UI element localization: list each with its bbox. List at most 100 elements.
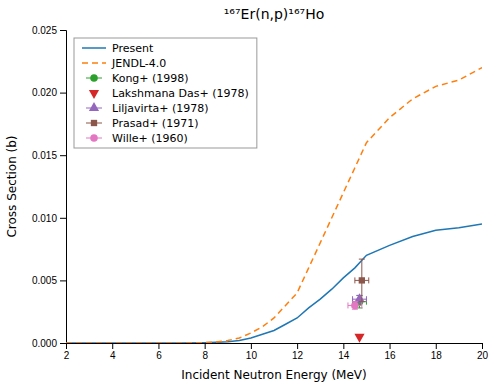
- marks: [66, 68, 482, 343]
- legend-item: Prasad+ (1971): [86, 117, 198, 130]
- legend-swatch: [89, 90, 99, 99]
- legend-box: [74, 38, 257, 148]
- x-tick: 12: [292, 343, 304, 361]
- x-tick: 18: [431, 343, 443, 361]
- legend-item: Wille+ (1960): [86, 132, 188, 145]
- y-tick: 0.010: [32, 213, 66, 224]
- y-tick: 0.005: [32, 275, 66, 286]
- line: [66, 224, 482, 343]
- legend-item: Liljavirta+ (1978): [86, 102, 208, 115]
- x-tick-label: 10: [246, 350, 258, 361]
- x-error-bar: [355, 277, 369, 283]
- legend-item: Kong+ (1998): [86, 72, 189, 85]
- y-tick: 0.020: [32, 87, 66, 98]
- y-tick: 0.025: [32, 25, 66, 36]
- y-tick-mark: [60, 343, 66, 344]
- plot-area: 2 4 6 8 10 12 14 16 18 20 0.000 0.005 0.010 0.015 0.02…: [32, 25, 489, 361]
- series: [355, 259, 369, 302]
- y-tick-label: 0.015: [32, 150, 57, 161]
- line: [66, 68, 482, 343]
- x-tick: 16: [384, 343, 396, 361]
- series: [353, 293, 367, 303]
- title: ¹⁶⁷Er(n,p)¹⁶⁷Ho: [224, 6, 325, 22]
- x-tick-mark: [158, 343, 159, 349]
- y-tick-label: 0.005: [32, 275, 57, 286]
- error-cap: [359, 301, 365, 302]
- x-tick-mark: [297, 343, 298, 349]
- legend-label: Liljavirta+ (1978): [112, 102, 208, 115]
- x-tick-label: 18: [431, 350, 443, 361]
- y-tick-label: 0.010: [32, 213, 57, 224]
- x-tick-mark: [482, 343, 483, 349]
- x-tick-label: 8: [202, 350, 208, 361]
- x-axis-title: Incident Neutron Energy (MeV): [181, 368, 366, 382]
- series: [66, 68, 482, 343]
- x-tick-label: 6: [156, 350, 162, 361]
- x-tick-mark: [112, 343, 113, 349]
- legend: Present JENDL-4.0 Kong+ (1998) Lakshmana Da…: [74, 38, 257, 148]
- x-tick-label: 12: [292, 350, 304, 361]
- error-cap: [354, 277, 355, 283]
- legend-label: Wille+ (1960): [112, 132, 188, 145]
- y-tick-mark: [60, 280, 66, 281]
- y-tick-mark: [60, 218, 66, 219]
- y-tick-label: 0.000: [32, 338, 57, 349]
- legend-item: Lakshmana Das+ (1978): [86, 87, 249, 100]
- legend-swatch: [91, 120, 97, 126]
- x-tick: 20: [477, 343, 489, 361]
- x-axis: 2 4 6 8 10 12 14 16 18 20: [64, 343, 489, 361]
- legend-swatch: [89, 102, 99, 111]
- chart: 2 4 6 8 10 12 14 16 18 20 0.000 0.005 0.010 0.015 0.02…: [0, 0, 500, 389]
- series: [354, 334, 364, 343]
- x-tick-mark: [251, 343, 252, 349]
- x-tick-label: 14: [338, 350, 350, 361]
- legend-label: Present: [112, 42, 154, 55]
- legend-swatch: [82, 47, 106, 49]
- point: [354, 334, 364, 343]
- x-tick: 14: [338, 343, 350, 361]
- point: [354, 293, 364, 302]
- y-tick-mark: [60, 30, 66, 31]
- y-tick-label: 0.020: [32, 87, 57, 98]
- x-tick-mark: [390, 343, 391, 349]
- series: [66, 224, 482, 343]
- y-tick-label: 0.025: [32, 25, 57, 36]
- x-tick-label: 16: [384, 350, 396, 361]
- point: [351, 302, 359, 310]
- y-tick: 0.000: [32, 338, 66, 349]
- y-tick-mark: [60, 155, 66, 156]
- x-tick-mark: [436, 343, 437, 349]
- x-tick: 6: [156, 343, 162, 361]
- x-tick: 2: [64, 343, 70, 361]
- x-tick-label: 2: [64, 350, 70, 361]
- y-error-bar: [359, 259, 365, 302]
- series: [348, 302, 362, 310]
- y-tick-mark: [60, 93, 66, 94]
- x-tick-label: 20: [477, 350, 489, 361]
- x-tick-label: 4: [110, 350, 116, 361]
- y-axis-title: Cross Section (b): [5, 135, 19, 237]
- x-tick-mark: [343, 343, 344, 349]
- legend-label: JENDL-4.0: [111, 57, 166, 70]
- error-cap: [347, 302, 348, 308]
- legend-swatch: [90, 134, 98, 142]
- x-axis-line: [67, 344, 483, 350]
- legend-label: Prasad+ (1971): [112, 117, 198, 130]
- error-cap: [361, 302, 362, 308]
- y-error-bar: [352, 302, 358, 310]
- legend-swatch: [82, 62, 106, 64]
- x-tick: 10: [246, 343, 258, 361]
- error-cap: [368, 277, 369, 283]
- x-error-bar: [348, 302, 362, 308]
- legend-label: Kong+ (1998): [112, 72, 189, 85]
- y-axis: 0.000 0.005 0.010 0.015 0.020 0.025: [32, 25, 67, 349]
- y-tick: 0.015: [32, 150, 66, 161]
- legend-label: Lakshmana Das+ (1978): [112, 87, 249, 100]
- x-tick: 4: [110, 343, 116, 361]
- y-axis-line: [60, 31, 67, 344]
- legend-swatch: [90, 74, 98, 82]
- legend-item: Present: [82, 42, 154, 55]
- x-tick: 8: [202, 343, 208, 361]
- error-cap: [366, 296, 367, 302]
- x-tick-mark: [205, 343, 206, 349]
